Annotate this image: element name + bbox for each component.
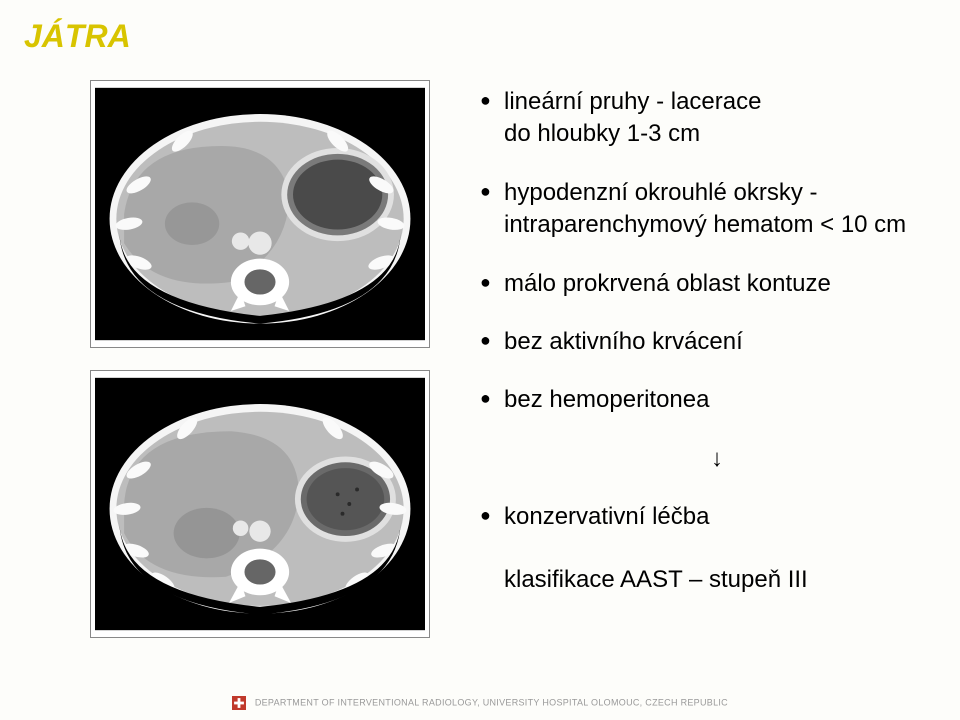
down-arrow: ↓ xyxy=(480,443,930,475)
bullet-item: bez aktivního krvácení xyxy=(480,326,930,358)
subnote: klasifikace AAST – stupeň III xyxy=(480,564,930,596)
bullet-item: lineární pruhy - laceracedo hloubky 1-3 … xyxy=(480,86,930,151)
ct-scan-top-frame xyxy=(90,80,430,348)
image-column xyxy=(90,80,430,638)
bullet-conclusion: konzervativní léčba xyxy=(480,501,930,533)
bullet-item: hypodenzní okrouhlé okrsky -intraparench… xyxy=(480,177,930,242)
ct-scan-bottom-frame xyxy=(90,370,430,638)
page-title: JÁTRA xyxy=(24,18,131,55)
ct-scan-top xyxy=(95,85,425,343)
slide: JÁTRA xyxy=(0,0,960,720)
ct-scan-bottom xyxy=(95,375,425,633)
footer: DEPARTMENT OF INTERVENTIONAL RADIOLOGY, … xyxy=(0,696,960,710)
footer-text: DEPARTMENT OF INTERVENTIONAL RADIOLOGY, … xyxy=(255,697,728,707)
bullet-list: lineární pruhy - laceracedo hloubky 1-3 … xyxy=(480,86,930,596)
bullet-item: bez hemoperitonea xyxy=(480,384,930,416)
bullet-item: málo prokrvená oblast kontuze xyxy=(480,268,930,300)
footer-logo-icon xyxy=(232,696,246,710)
